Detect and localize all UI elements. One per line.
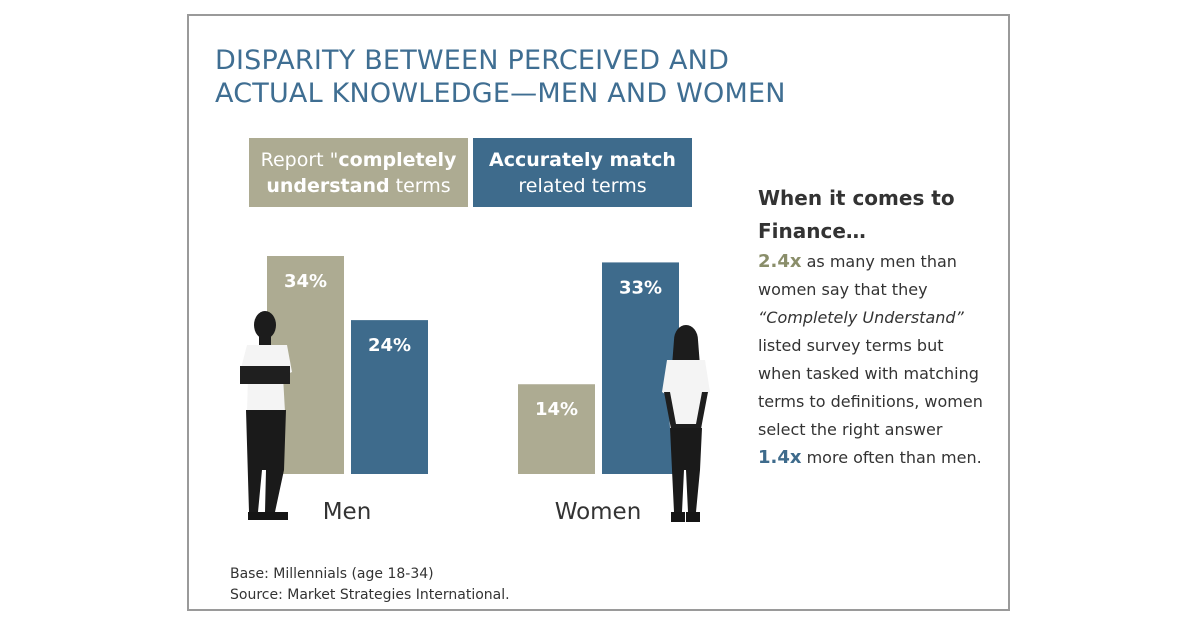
callout-text-3: “Completely Understand” bbox=[758, 308, 964, 327]
callout-heading-line1: When it comes to bbox=[758, 186, 955, 210]
callout-heading-line2: Finance… bbox=[758, 219, 866, 243]
footnote: Base: Millennials (age 18-34) Source: Ma… bbox=[230, 564, 510, 606]
bars-group: 34% 24% 14% 33% bbox=[267, 256, 679, 474]
finance-callout: When it comes to Finance… 2.4x as many m… bbox=[758, 182, 990, 472]
category-label-men: Men bbox=[323, 499, 372, 525]
callout-body: 2.4x as many men than women say that the… bbox=[758, 248, 990, 472]
woman-silhouette-icon bbox=[662, 325, 710, 522]
legend-blue-post: related terms bbox=[518, 175, 647, 197]
man-silhouette-icon bbox=[240, 311, 292, 520]
legend-report-understand: Report "completely understand terms bbox=[249, 138, 468, 207]
legend-accurately-match: Accurately match related terms bbox=[473, 138, 692, 207]
legend-gray-bold2: understand bbox=[266, 175, 390, 197]
title-line-1: DISPARITY BETWEEN PERCEIVED AND bbox=[215, 45, 730, 76]
legend-gray-pre: Report " bbox=[260, 149, 339, 171]
callout-text-6: terms to definitions, women bbox=[758, 392, 983, 411]
callout-stat-women: 1.4x bbox=[758, 447, 802, 468]
legend-gray-post: terms bbox=[389, 175, 451, 197]
callout-stat-men: 2.4x bbox=[758, 251, 802, 272]
callout-text-1: as many men than bbox=[801, 252, 957, 271]
bar-label-women-series-1: 33% bbox=[619, 277, 662, 298]
callout-text-2: women say that they bbox=[758, 280, 928, 299]
bar-label-men-series-1: 24% bbox=[368, 335, 411, 356]
page-title: DISPARITY BETWEEN PERCEIVED AND ACTUAL K… bbox=[215, 44, 786, 110]
callout-text-7: select the right answer bbox=[758, 420, 943, 439]
bar-label-men-series-0: 34% bbox=[284, 271, 327, 292]
title-line-2: ACTUAL KNOWLEDGE—MEN AND WOMEN bbox=[215, 78, 786, 109]
footnote-source: Source: Market Strategies International. bbox=[230, 587, 510, 603]
legend-gray-bold1: completely bbox=[338, 149, 457, 171]
bar-men-series-1 bbox=[351, 320, 428, 474]
callout-heading: When it comes to Finance… bbox=[758, 182, 990, 248]
legend-blue-bold: Accurately match bbox=[489, 149, 676, 171]
bar-women-series-0 bbox=[518, 384, 595, 474]
callout-text-4: listed survey terms but bbox=[758, 336, 944, 355]
footnote-base: Base: Millennials (age 18-34) bbox=[230, 566, 434, 582]
callout-text-5: when tasked with matching bbox=[758, 364, 979, 383]
callout-text-8: more often than men. bbox=[801, 448, 982, 467]
bar-label-women-series-0: 14% bbox=[535, 399, 578, 420]
category-label-women: Women bbox=[555, 499, 642, 525]
